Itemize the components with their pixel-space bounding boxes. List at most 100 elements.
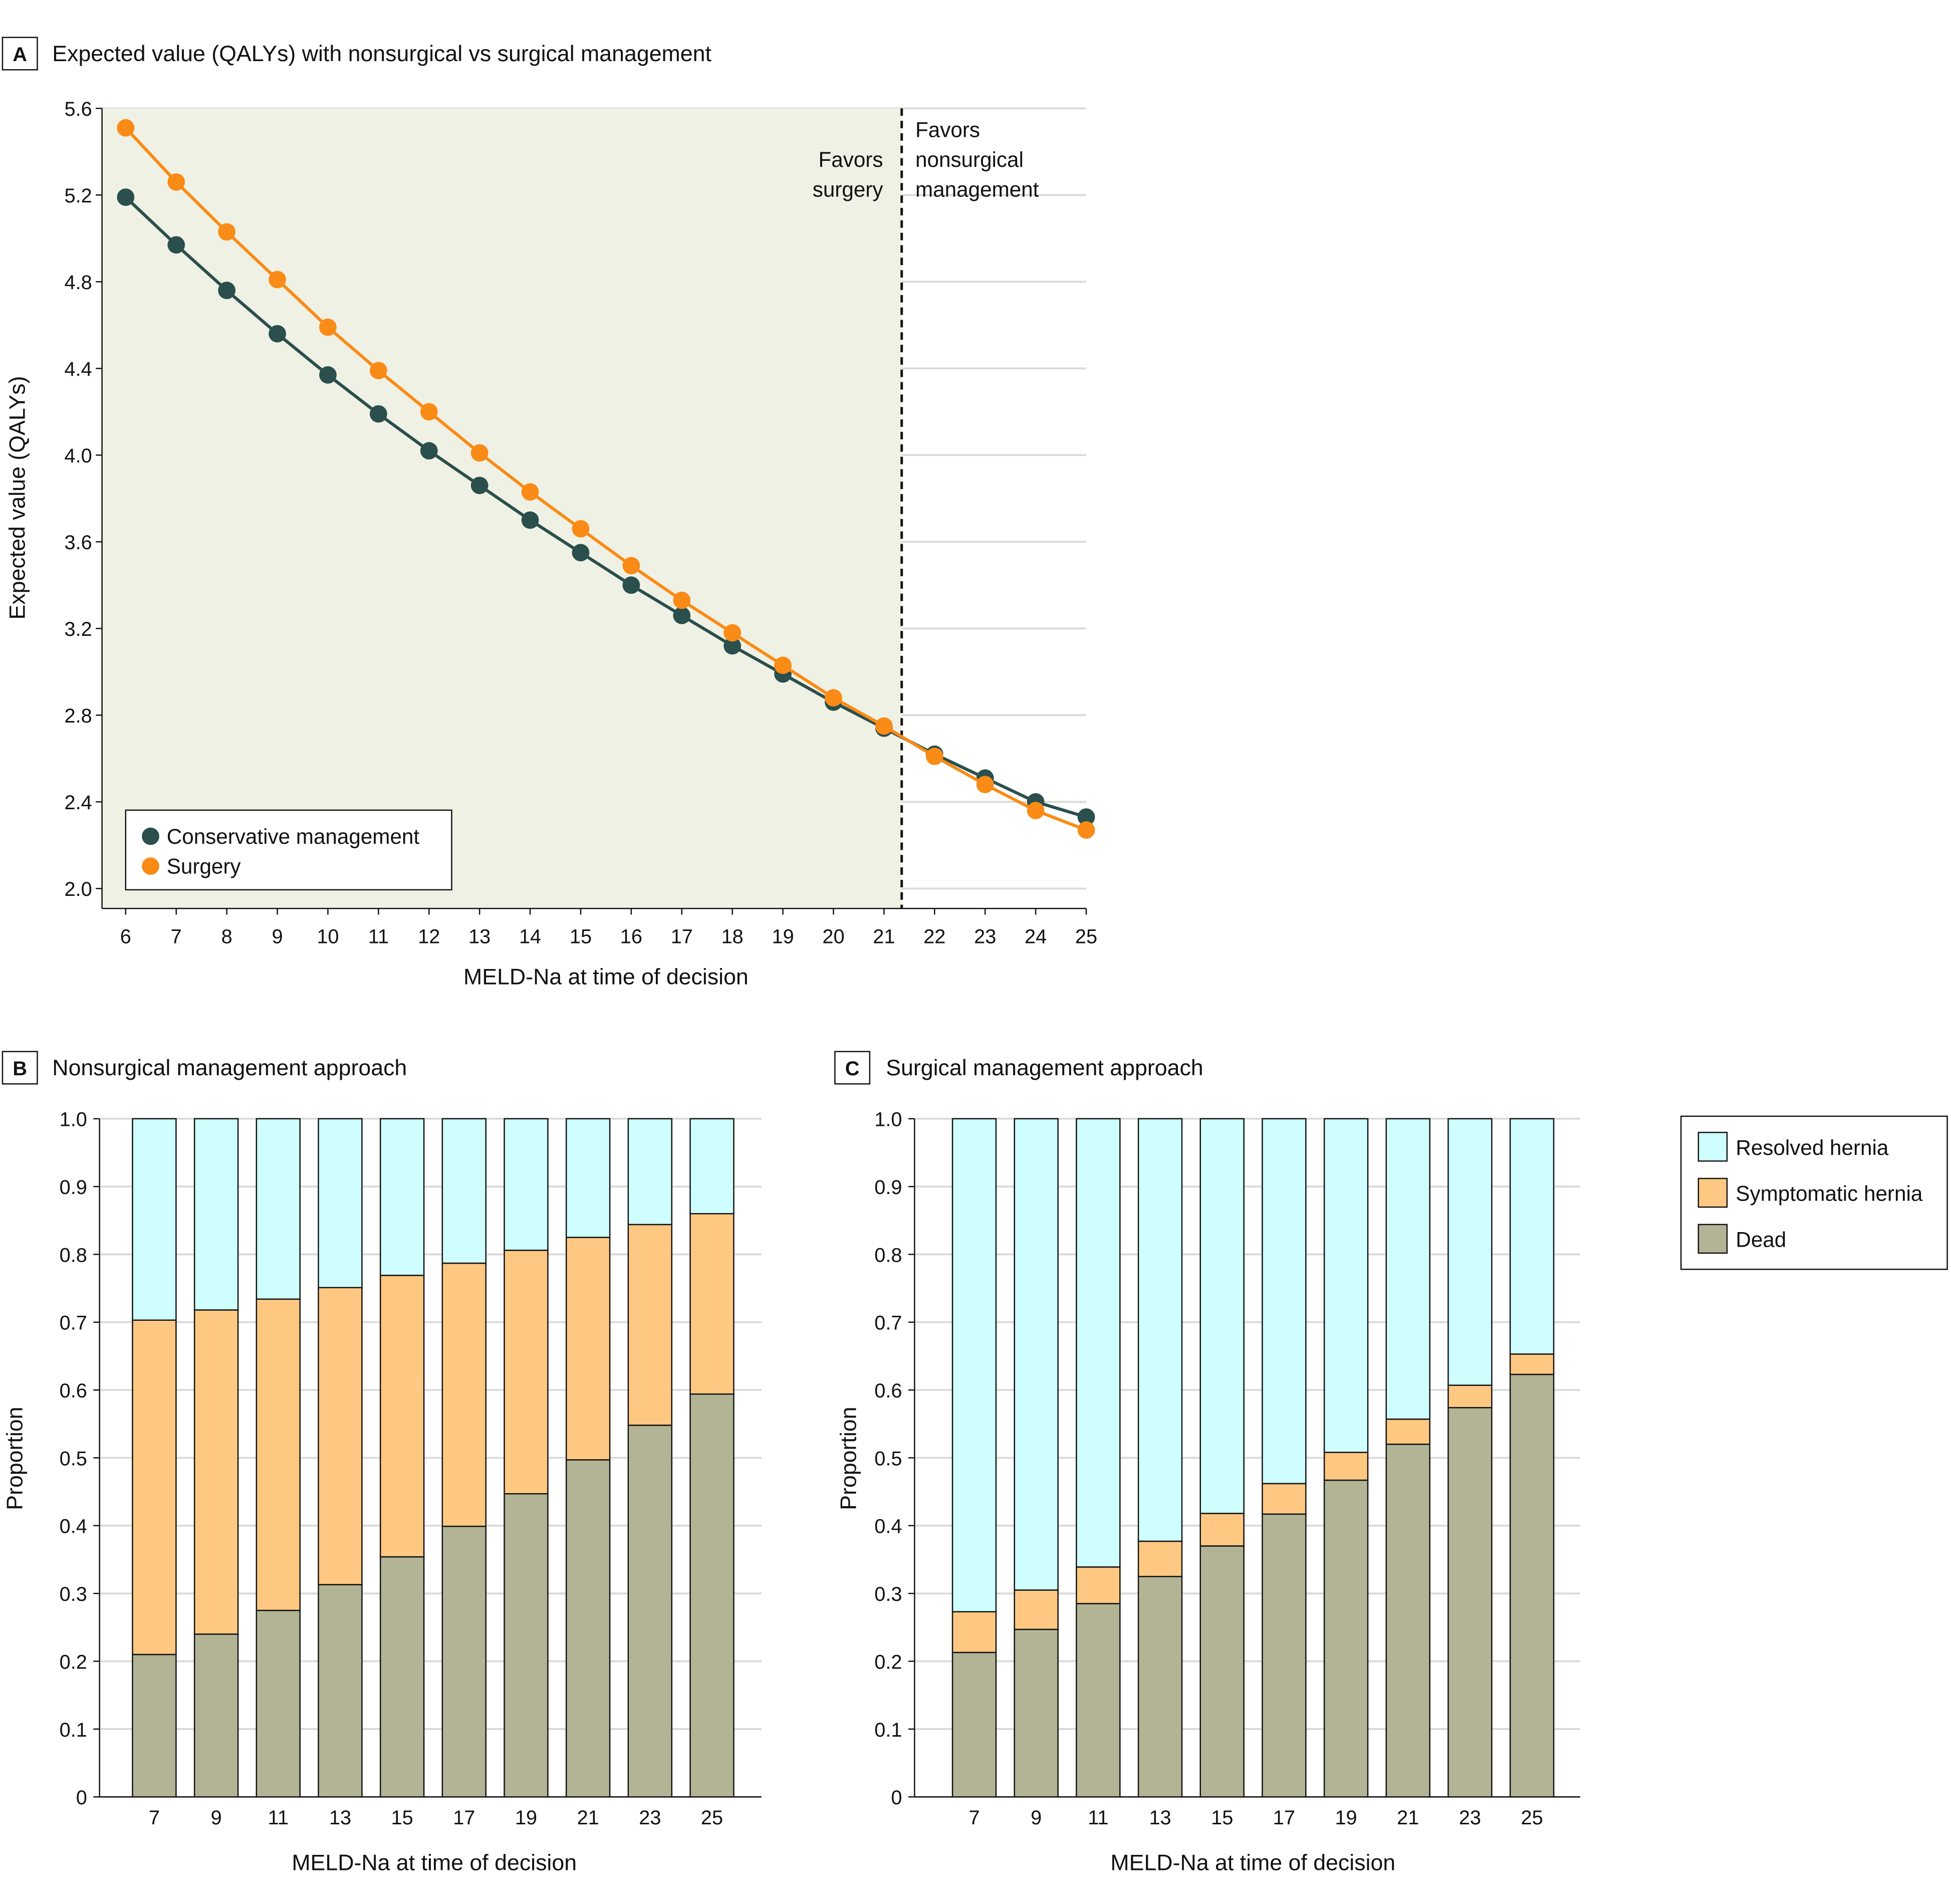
bar-symptomatic-hernia [256,1298,301,1611]
bar-resolved-hernia [1199,1118,1245,1514]
y-tick-label: 0.8 [60,1244,87,1266]
y-tick-label: 0.7 [874,1312,902,1334]
bar-symptomatic-hernia [1323,1452,1369,1481]
bar-symptomatic-hernia [1262,1483,1307,1515]
x-tick-label: 9 [211,1807,222,1829]
point-surgery [369,362,387,379]
point-surgery [218,223,236,241]
legend-swatch [1697,1131,1728,1162]
point-surgery [1077,821,1095,839]
annotation-favors-surgery: surgery [813,178,884,201]
y-tick-label: 1.0 [60,1109,87,1131]
x-tick-label: 25 [1521,1807,1543,1829]
bar-dead [318,1584,363,1798]
point-conservative [117,188,135,206]
panel-c-letter-box [834,1051,871,1085]
point-surgery [622,557,640,575]
y-tick-label: 0.5 [60,1448,87,1470]
y-tick-label: 0.4 [874,1516,902,1538]
y-tick-label: 0.4 [60,1516,87,1538]
panel-c-title: Surgical management approach [886,1056,1203,1080]
point-surgery [420,403,438,421]
legend-label: Dead [1736,1228,1786,1252]
y-tick-label: 0.9 [60,1176,87,1199]
y-tick-label: 0 [76,1787,87,1809]
bar-symptomatic-hernia [441,1262,487,1527]
bar-resolved-hernia [1137,1118,1183,1542]
point-conservative [723,637,742,655]
point-surgery [875,717,893,735]
y-tick-label: 2.4 [65,792,92,814]
y-tick-label: 3.2 [65,618,92,640]
panel-b-chart: 0 0.1 0.2 0.3 0.4 0.5 0.6 0.7 0.8 0.9 1.0 7 9 11 13 15 1… [60,1109,762,1829]
x-tick-label: 15 [570,926,592,948]
point-conservative [673,606,691,624]
y-tick-label: 0.5 [874,1448,902,1470]
y-tick-label: 1.0 [874,1109,902,1131]
x-tick-label: 16 [620,926,642,948]
bar-resolved-hernia [193,1118,239,1311]
bar-dead [1014,1628,1059,1798]
bar-symptomatic-hernia [689,1213,735,1395]
y-tick-label: 4.8 [65,272,92,294]
bar-resolved-hernia [441,1118,487,1264]
bar-dead [1385,1444,1430,1798]
y-tick-label: 0.2 [60,1651,87,1673]
bar-symptomatic-hernia [1199,1513,1245,1547]
point-surgery [774,656,792,674]
point-conservative [470,477,489,495]
y-tick-label: 5.6 [65,98,92,120]
bar-symptomatic-hernia [379,1275,425,1558]
bar-symptomatic-hernia [1385,1418,1430,1445]
y-tick-label: 2.0 [65,878,92,900]
y-tick-label: 0 [891,1787,902,1809]
bar-dead [256,1609,301,1798]
x-tick-label: 10 [317,926,339,948]
x-tick-label: 19 [515,1807,537,1829]
point-conservative [269,325,286,343]
x-tick-label: 24 [1025,926,1047,948]
point-surgery [117,119,135,137]
panel-b-letter-box [2,1051,38,1085]
panel-a-title: Expected value (QALYs) with nonsurgical … [52,42,711,66]
bar-resolved-hernia [132,1118,177,1321]
x-tick-label: 9 [272,926,283,948]
point-conservative [167,236,185,254]
x-tick-label: 13 [1149,1807,1171,1829]
bar-dead [1076,1603,1121,1798]
bar-resolved-hernia [318,1118,363,1289]
bar-dead [193,1633,239,1798]
x-tick-label: 13 [468,926,491,948]
point-conservative [572,544,590,562]
bar-symptomatic-hernia [132,1319,177,1655]
bar-dead [441,1525,487,1798]
bar-symptomatic-hernia [1509,1353,1555,1375]
y-tick-label: 4.4 [65,358,92,380]
point-conservative [420,442,438,460]
y-tick-label: 0.7 [60,1312,87,1334]
y-tick-label: 3.6 [65,532,92,554]
x-tick-label: 15 [391,1807,413,1829]
bar-dead [565,1459,611,1798]
bar-dead [1262,1513,1307,1798]
point-surgery [976,776,994,794]
x-tick-label: 12 [418,926,440,948]
point-conservative [369,405,387,423]
point-surgery [521,483,539,501]
x-tick-label: 19 [772,926,794,948]
point-conservative [1077,808,1095,826]
bar-symptomatic-hernia [318,1287,363,1585]
x-tick-label: 21 [577,1807,599,1829]
legend-label: Resolved hernia [1736,1136,1889,1159]
point-surgery [319,318,337,336]
bar-symptomatic-hernia [1076,1566,1121,1604]
point-surgery [723,624,742,642]
y-tick-label: 0.6 [874,1380,902,1402]
point-surgery [470,444,489,462]
bar-resolved-hernia [627,1118,673,1226]
y-tick-label: 0.1 [60,1719,87,1741]
bar-resolved-hernia [379,1118,425,1276]
legend-label: Conservative management [167,825,420,848]
panel-c-letter: C [845,1058,860,1080]
x-tick-label: 20 [822,926,844,948]
